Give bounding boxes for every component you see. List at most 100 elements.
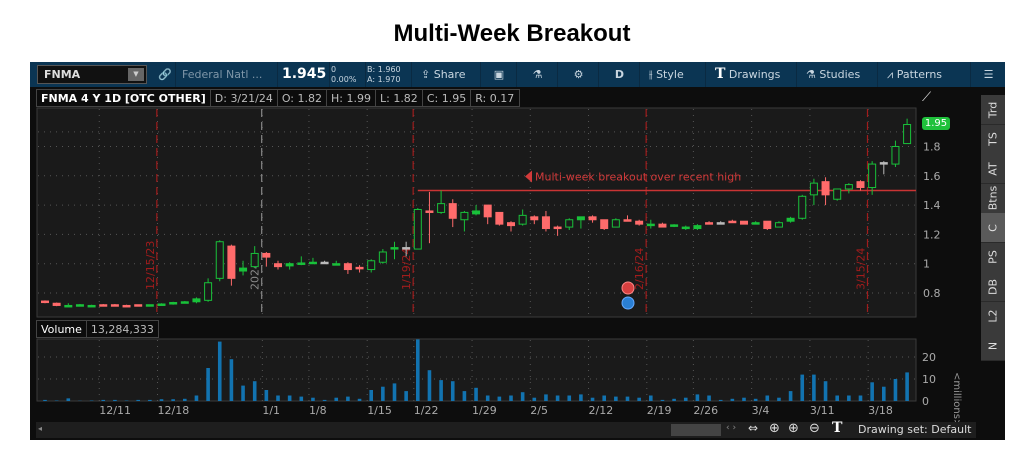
candle-body[interactable] — [670, 224, 679, 227]
side-tab-trd[interactable]: Trd — [981, 95, 1005, 125]
volume-bar[interactable] — [369, 390, 373, 401]
candle-body[interactable] — [833, 188, 842, 200]
volume-bar[interactable] — [194, 395, 199, 402]
candle-body[interactable] — [157, 303, 166, 306]
candle-body[interactable] — [891, 146, 900, 165]
candle-body[interactable] — [437, 203, 446, 213]
candle-body[interactable] — [611, 219, 620, 228]
side-tab-l2[interactable]: L2 — [981, 301, 1005, 332]
patterns-button[interactable]: ⩘ Patterns — [879, 62, 971, 87]
horizontal-scrollbar[interactable]: ◂ ‹ › ⇔ ⊕ ⊕ ⊖ T Drawing set: Default — [36, 420, 976, 438]
side-tab-n[interactable]: N — [981, 331, 1005, 361]
candle-body[interactable] — [658, 223, 667, 228]
side-tab-ps[interactable]: PS — [981, 242, 1005, 273]
volume-bar[interactable] — [509, 395, 513, 402]
candle-body[interactable] — [844, 184, 853, 190]
candle-body[interactable] — [297, 262, 306, 265]
candle-body[interactable] — [215, 241, 224, 279]
candle-body[interactable] — [110, 304, 119, 307]
volume-bar[interactable] — [847, 395, 851, 402]
volume-bar[interactable] — [683, 397, 688, 401]
volume-bar[interactable] — [148, 399, 152, 401]
volume-bar[interactable] — [590, 397, 595, 401]
expand-horizontal-icon[interactable]: ⇔ — [748, 421, 759, 435]
candle-body[interactable] — [180, 301, 189, 304]
candle-body[interactable] — [868, 163, 877, 189]
menu-icon[interactable]: ☰ — [983, 68, 994, 81]
volume-bar[interactable] — [637, 397, 641, 401]
side-tab-ts[interactable]: TS — [981, 124, 1005, 155]
volume-bar[interactable] — [241, 385, 245, 401]
candle-body[interactable] — [879, 162, 888, 165]
candle-body[interactable] — [763, 220, 772, 230]
candle-body[interactable] — [798, 195, 807, 219]
candle-body[interactable] — [390, 247, 399, 250]
volume-bar[interactable] — [392, 383, 397, 401]
volume-bar[interactable] — [800, 374, 805, 401]
candle-body[interactable] — [705, 222, 714, 225]
candle-body[interactable] — [507, 222, 515, 227]
volume-bar[interactable] — [882, 386, 886, 401]
candle-body[interactable] — [472, 210, 481, 215]
candle-body[interactable] — [75, 304, 84, 307]
volume-bar[interactable] — [812, 374, 816, 401]
volume-bar[interactable] — [649, 395, 653, 402]
volume-bar[interactable] — [614, 396, 618, 401]
candle-body[interactable] — [425, 210, 434, 213]
candle-body[interactable] — [402, 247, 411, 250]
candle-body[interactable] — [728, 220, 737, 224]
volume-bar[interactable] — [264, 390, 269, 401]
side-tab-c[interactable]: C — [981, 213, 1005, 243]
crosshair-icon[interactable]: ⊕ — [769, 421, 780, 436]
volume-bar[interactable] — [462, 391, 467, 401]
volume-bar[interactable] — [66, 398, 71, 401]
volume-bar[interactable] — [579, 394, 583, 401]
volume-bar[interactable] — [287, 395, 292, 402]
candle-body[interactable] — [809, 182, 818, 196]
candle-body[interactable] — [262, 252, 271, 258]
studies-button[interactable]: ⚗ Studies — [798, 62, 878, 87]
volume-bar[interactable] — [788, 391, 793, 401]
volume-bar[interactable] — [858, 395, 863, 402]
candle-body[interactable] — [192, 298, 201, 303]
volume-bar[interactable] — [765, 395, 770, 402]
chevron-down-icon[interactable]: ▼ — [128, 68, 144, 81]
volume-bar[interactable] — [730, 398, 735, 401]
volume-bar[interactable] — [159, 399, 164, 401]
volume-bar[interactable] — [439, 380, 443, 401]
candle-body[interactable] — [413, 208, 422, 250]
candle-body[interactable] — [145, 304, 154, 307]
volume-bar[interactable] — [183, 398, 187, 401]
gear-icon[interactable]: ⚙ — [559, 62, 599, 87]
candle-body[interactable] — [751, 222, 760, 225]
drawings-button[interactable]: T Drawings — [707, 62, 797, 87]
news-icon[interactable]: ▣ — [482, 62, 517, 87]
volume-bar[interactable] — [276, 395, 280, 402]
volume-bar[interactable] — [311, 397, 315, 401]
candle-body[interactable] — [495, 211, 504, 225]
volume-bar[interactable] — [905, 372, 909, 401]
scrollbar-thumb[interactable] — [671, 424, 721, 436]
candle-body[interactable] — [355, 266, 364, 270]
candle-body[interactable] — [518, 214, 527, 225]
volume-bar[interactable] — [450, 381, 455, 401]
candle-body[interactable] — [903, 124, 912, 145]
volume-bar[interactable] — [753, 398, 758, 401]
volume-bar[interactable] — [113, 399, 117, 401]
candle-body[interactable] — [448, 203, 457, 219]
candle-body[interactable] — [646, 223, 655, 227]
volume-bar[interactable] — [602, 395, 606, 402]
zoom-in-icon[interactable]: ⊕ — [788, 421, 799, 436]
volume-bar[interactable] — [532, 397, 537, 401]
candle-body[interactable] — [716, 222, 725, 225]
volume-bar[interactable] — [404, 391, 408, 401]
candle-body[interactable] — [635, 220, 644, 225]
scroll-arrows-icon[interactable]: ‹ › — [726, 423, 737, 433]
candle-body[interactable] — [378, 251, 387, 263]
candle-body[interactable] — [483, 204, 492, 218]
candle-body[interactable] — [367, 260, 376, 271]
candle-body[interactable] — [134, 304, 143, 307]
volume-bar[interactable] — [567, 395, 572, 402]
candle-body[interactable] — [41, 300, 49, 304]
side-tab-db[interactable]: DB — [981, 272, 1005, 302]
